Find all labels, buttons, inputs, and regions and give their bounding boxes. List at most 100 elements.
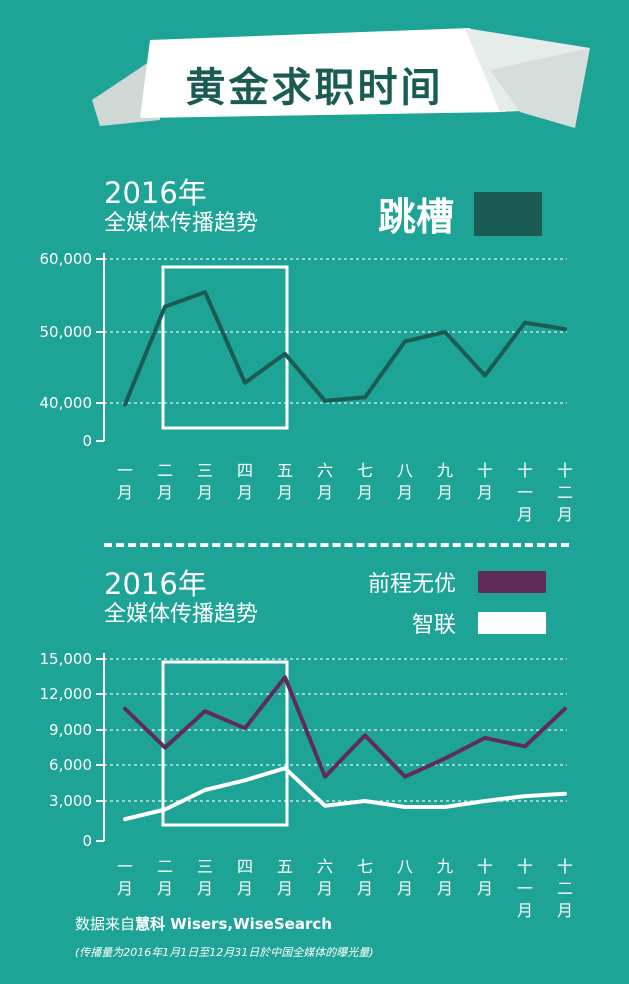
data-point bbox=[523, 744, 527, 748]
data-point bbox=[203, 290, 207, 294]
x-tick-label: 九 bbox=[437, 461, 453, 480]
chart1-header: 2016年 全媒体传播趋势 bbox=[104, 176, 258, 238]
data-point bbox=[403, 775, 407, 779]
data-point bbox=[363, 395, 367, 399]
x-tick-label: 月 bbox=[157, 483, 173, 502]
data-point bbox=[283, 675, 287, 679]
data-point bbox=[283, 352, 287, 356]
x-tick-label: 月 bbox=[197, 483, 213, 502]
x-tick-label: 二 bbox=[557, 483, 573, 502]
x-tick-label: 四 bbox=[237, 461, 253, 480]
x-tick-label: 月 bbox=[517, 901, 533, 920]
data-point bbox=[483, 736, 487, 740]
data-point bbox=[243, 726, 247, 730]
x-tick-label: 月 bbox=[317, 879, 333, 898]
chart2-legend-1: 前程无优 bbox=[368, 566, 547, 598]
x-tick-label: 月 bbox=[397, 879, 413, 898]
data-point bbox=[563, 327, 567, 331]
x-tick-label: 月 bbox=[557, 901, 573, 920]
data-point bbox=[123, 707, 127, 711]
data-point bbox=[443, 756, 447, 761]
legend-label-qiancheng: 前程无优 bbox=[368, 572, 457, 597]
data-point bbox=[243, 381, 247, 385]
chart2-header: 2016年 全媒体传播趋势 bbox=[104, 567, 258, 629]
x-tick-label: 一 bbox=[117, 857, 133, 876]
x-tick-label: 月 bbox=[397, 483, 413, 502]
source-credit: 数据来自慧科 Wisers,WiseSearch bbox=[75, 913, 332, 934]
x-tick-label: 六 bbox=[317, 857, 333, 876]
data-point bbox=[163, 305, 167, 309]
y-tick-label: 9,000 bbox=[49, 721, 92, 739]
data-point bbox=[163, 746, 167, 750]
x-tick-label: 五 bbox=[277, 857, 293, 876]
y-tick-label: 40,000 bbox=[40, 394, 93, 412]
data-point bbox=[563, 707, 567, 711]
legend-swatch-qiancheng bbox=[478, 571, 547, 593]
x-tick-label: 二 bbox=[157, 857, 173, 876]
chart2-legend-2: 智联 bbox=[412, 607, 547, 639]
chart2-subtitle: 全媒体传播趋势 bbox=[104, 602, 259, 627]
data-point bbox=[323, 775, 327, 779]
chart1-legend: 跳槽 bbox=[378, 186, 543, 241]
x-tick-label: 月 bbox=[117, 879, 133, 898]
x-tick-label: 七 bbox=[357, 461, 373, 480]
chart1-subtitle: 全媒体传播趋势 bbox=[104, 211, 259, 236]
y-tick-label: 0 bbox=[82, 832, 92, 850]
y-tick-label: 3,000 bbox=[49, 792, 92, 810]
source-note: (传播量为2016年1月1日至12月31日於中国全媒体的曝光量) bbox=[75, 946, 374, 959]
data-point bbox=[283, 766, 287, 770]
series-line bbox=[123, 766, 567, 822]
y-tick-label: 60,000 bbox=[40, 250, 93, 268]
x-tick-label: 月 bbox=[357, 483, 373, 502]
data-point bbox=[363, 733, 367, 737]
legend-swatch-zhilian bbox=[478, 612, 547, 634]
x-tick-label: 十 bbox=[517, 857, 533, 876]
legend-label-zhilian: 智联 bbox=[412, 613, 457, 638]
y-tick-label: 6,000 bbox=[49, 756, 92, 774]
data-point bbox=[483, 799, 487, 803]
y-tick-label: 12,000 bbox=[40, 685, 93, 703]
section-divider bbox=[104, 543, 569, 547]
legend-swatch-tiaocao bbox=[474, 191, 543, 236]
data-point bbox=[203, 709, 207, 713]
chart2-plot: 15,00012,0009,0006,0003,0000一月二月三月四月五月六月… bbox=[40, 650, 574, 920]
x-tick-label: 月 bbox=[197, 879, 213, 898]
data-point bbox=[403, 805, 407, 809]
data-point bbox=[563, 792, 567, 796]
x-tick-label: 五 bbox=[277, 461, 293, 480]
x-tick-label: 四 bbox=[237, 857, 253, 876]
data-point bbox=[163, 807, 167, 812]
x-tick-label: 月 bbox=[277, 879, 293, 898]
source-brand: 慧科 bbox=[135, 915, 166, 933]
banner-title: 黄金求职时间 bbox=[185, 65, 444, 111]
x-tick-label: 七 bbox=[357, 857, 373, 876]
data-point bbox=[323, 399, 327, 403]
x-tick-label: 月 bbox=[277, 483, 293, 502]
y-tick-label: 15,000 bbox=[40, 650, 93, 668]
x-tick-label: 八 bbox=[397, 857, 413, 876]
x-tick-label: 一 bbox=[517, 483, 533, 502]
x-tick-label: 二 bbox=[157, 461, 173, 480]
x-tick-label: 月 bbox=[437, 483, 453, 502]
y-tick-label: 50,000 bbox=[40, 323, 93, 341]
x-tick-label: 十 bbox=[477, 857, 493, 876]
series-line bbox=[123, 290, 567, 407]
x-tick-label: 八 bbox=[397, 461, 413, 480]
y-tick-label: 0 bbox=[82, 432, 92, 450]
data-point bbox=[123, 402, 127, 407]
x-tick-label: 月 bbox=[477, 879, 493, 898]
data-point bbox=[123, 817, 127, 821]
x-tick-label: 十 bbox=[557, 857, 573, 876]
x-tick-label: 月 bbox=[157, 879, 173, 898]
legend-label-tiaocao: 跳槽 bbox=[378, 195, 455, 239]
chart1-year: 2016年 bbox=[104, 176, 207, 210]
data-point bbox=[443, 805, 447, 809]
x-tick-label: 一 bbox=[117, 461, 133, 480]
data-point bbox=[203, 788, 207, 792]
x-tick-label: 月 bbox=[117, 483, 133, 502]
data-point bbox=[443, 330, 447, 334]
x-tick-label: 月 bbox=[557, 505, 573, 524]
x-tick-label: 二 bbox=[557, 879, 573, 898]
x-tick-label: 九 bbox=[437, 857, 453, 876]
source-name: Wisers,WiseSearch bbox=[165, 915, 332, 933]
